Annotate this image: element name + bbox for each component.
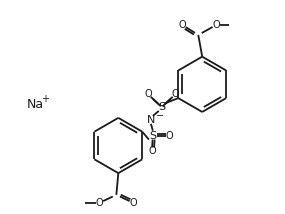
- Text: O: O: [148, 146, 156, 156]
- Text: O: O: [144, 89, 152, 99]
- Text: S: S: [158, 102, 165, 112]
- Text: O: O: [212, 20, 220, 30]
- Text: N: N: [147, 115, 155, 125]
- Text: Na: Na: [27, 98, 44, 111]
- Text: O: O: [166, 131, 174, 141]
- Text: +: +: [41, 94, 49, 104]
- Text: O: O: [179, 20, 186, 30]
- Text: O: O: [172, 89, 179, 99]
- Text: −: −: [156, 111, 164, 121]
- Text: O: O: [129, 198, 137, 208]
- Text: O: O: [96, 198, 103, 208]
- Text: S: S: [149, 131, 156, 141]
